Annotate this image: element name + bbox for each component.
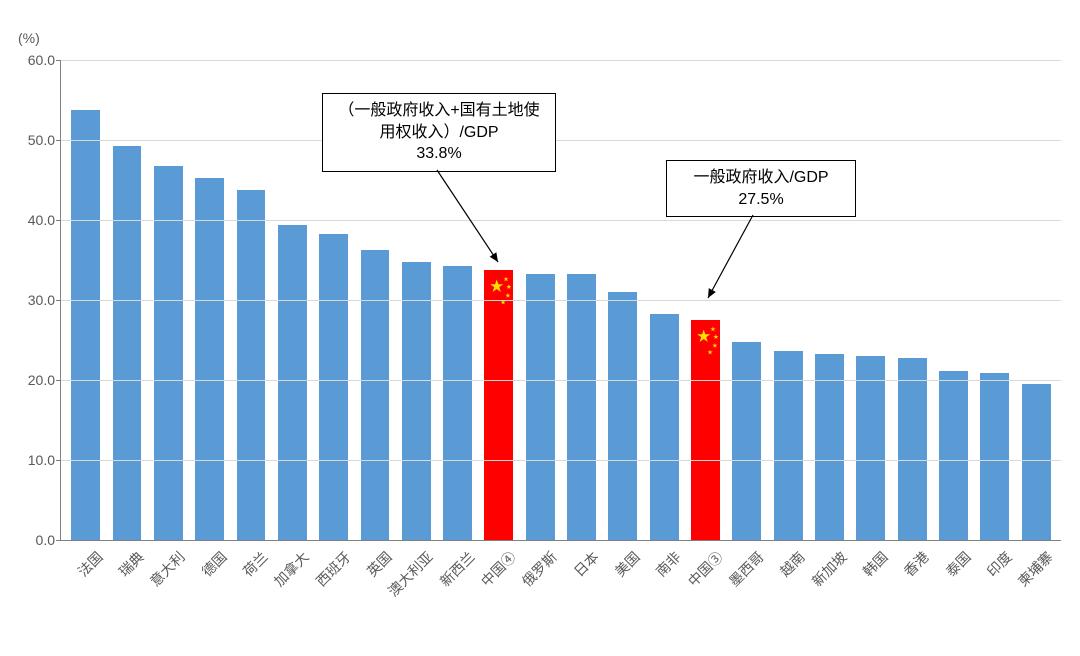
bar [443,266,472,540]
gridline [61,380,1061,381]
bar [567,274,596,540]
x-tick-label: 柬埔寨 [1009,543,1057,591]
bar [484,270,513,540]
gridline [61,60,1061,61]
y-tick-mark [56,220,61,221]
callout-line: 用权收入）/GDP [333,122,545,144]
gridline [61,300,1061,301]
x-tick-label: 中国③ [679,543,727,591]
x-tick-label: 越南 [771,543,809,581]
bar [237,190,266,540]
bar [361,250,390,540]
callout-line: 27.5% [677,189,845,211]
callout-line: （一般政府收入+国有土地使 [333,100,545,122]
y-tick-mark [56,540,61,541]
x-tick-label: 新加坡 [803,543,851,591]
x-tick-label: 德国 [193,543,231,581]
x-tick-label: 香港 [895,543,933,581]
bar [1022,384,1051,540]
bar [939,371,968,540]
x-tick-label: 泰国 [937,543,975,581]
bar [319,234,348,540]
bar [71,110,100,540]
x-tick-label: 新西兰 [431,543,479,591]
chart-root: (%) 法国瑞典意大利德国荷兰加拿大西班牙英国澳大利亚新西兰中国④俄罗斯日本美国… [0,0,1080,656]
bar [691,320,720,540]
bar [278,225,307,540]
x-tick-label: 俄罗斯 [513,543,561,591]
gridline [61,460,1061,461]
y-axis-unit-label: (%) [18,30,40,46]
x-tick-label: 澳大利亚 [380,543,438,601]
bar [980,373,1009,540]
x-tick-label: 荷兰 [234,543,272,581]
x-tick-label: 加拿大 [265,543,313,591]
x-tick-label: 韩国 [854,543,892,581]
bar [732,342,761,540]
gridline [61,140,1061,141]
x-tick-label: 意大利 [141,543,189,591]
bar [526,274,555,540]
y-tick-mark [56,60,61,61]
callout-china4: （一般政府收入+国有土地使用权收入）/GDP33.8% [322,93,556,172]
x-tick-label: 日本 [565,543,603,581]
x-tick-label: 瑞典 [110,543,148,581]
callout-china3: 一般政府收入/GDP27.5% [666,160,856,217]
bar [195,178,224,540]
x-tick-label: 墨西哥 [720,543,768,591]
callout-line: 33.8% [333,143,545,165]
y-tick-mark [56,460,61,461]
bar [608,292,637,540]
plot-area: 法国瑞典意大利德国荷兰加拿大西班牙英国澳大利亚新西兰中国④俄罗斯日本美国南非中国… [60,60,1061,541]
gridline [61,220,1061,221]
bar [154,166,183,540]
bar [402,262,431,540]
bar [856,356,885,540]
x-tick-label: 中国④ [472,543,520,591]
bar [898,358,927,540]
callout-line: 一般政府收入/GDP [677,167,845,189]
x-tick-label: 南非 [647,543,685,581]
x-tick-label: 印度 [978,543,1016,581]
bar [815,354,844,540]
y-tick-mark [56,300,61,301]
y-tick-mark [56,380,61,381]
x-tick-label: 美国 [606,543,644,581]
y-tick-mark [56,140,61,141]
x-tick-label: 西班牙 [307,543,355,591]
bar [650,314,679,540]
x-tick-label: 法国 [69,543,107,581]
bar [113,146,142,540]
